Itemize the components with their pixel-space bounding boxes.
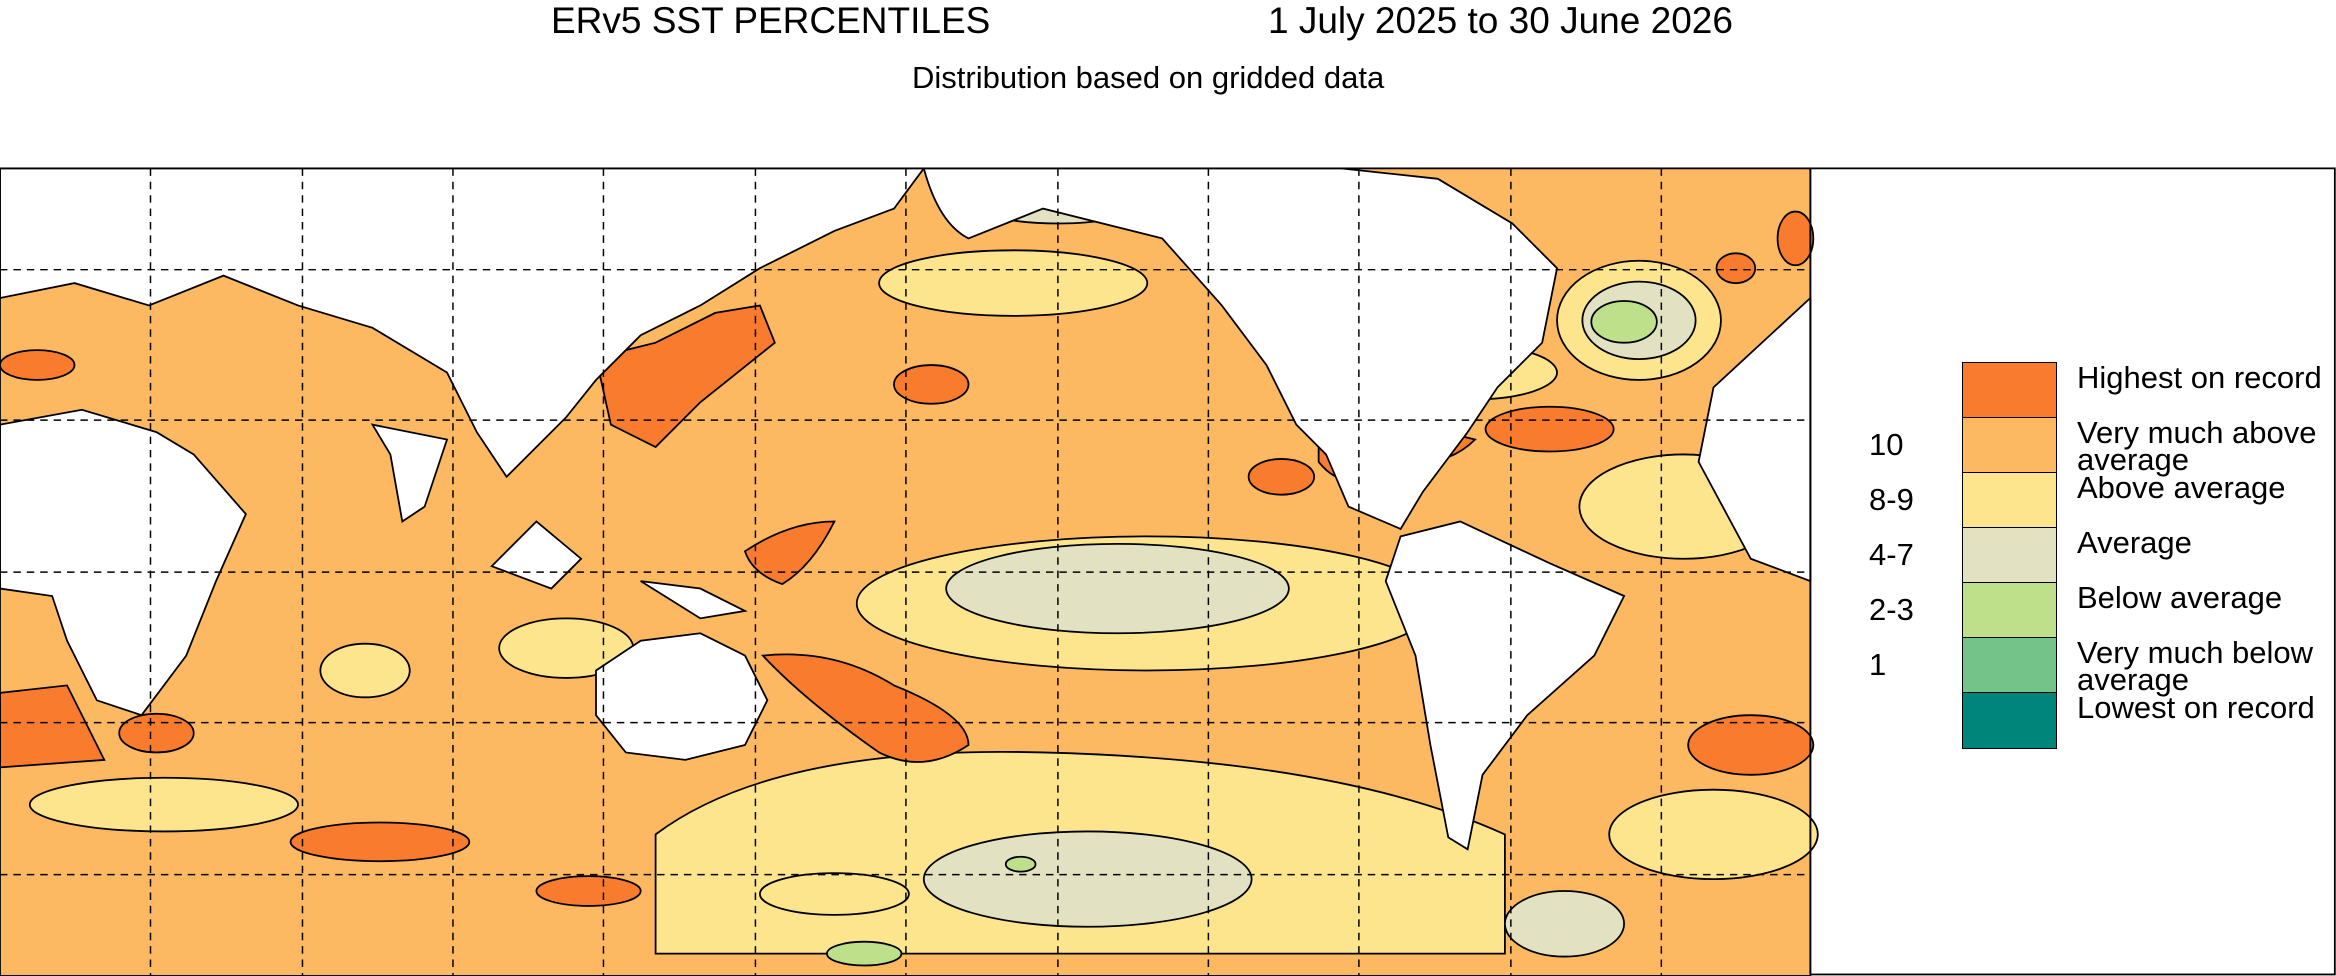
legend-label: Above average (2077, 470, 2286, 505)
legend-rank: 8-9 (1869, 482, 1914, 517)
period: 1 July 2025 to 30 June 2026 (1268, 0, 1733, 41)
legend-swatch (1962, 362, 2057, 419)
subtitle: Distribution based on gridded data (912, 60, 1385, 95)
legend-swatch (1962, 527, 2057, 584)
title: ERv5 SST PERCENTILES (551, 0, 991, 41)
legend-rank: 4-7 (1869, 537, 1914, 572)
legend-label: Highest on record (2077, 360, 2322, 395)
legend-swatch (1962, 692, 2057, 749)
legend-rank: 10 (1869, 427, 1904, 462)
legend-rank: 2-3 (1869, 592, 1914, 627)
legend-swatch (1962, 582, 2057, 639)
legend-label: Average (2077, 525, 2192, 560)
legend-label: Very much below average (2077, 635, 2314, 697)
legend-label: Lowest on record (2077, 690, 2315, 725)
legend-label: Below average (2077, 580, 2283, 615)
legend-swatch (1962, 472, 2057, 529)
legend-label: Very much above average (2077, 415, 2317, 477)
legend-rank: 1 (1869, 647, 1887, 682)
legend-swatch (1962, 417, 2057, 474)
legend-swatch (1962, 637, 2057, 694)
